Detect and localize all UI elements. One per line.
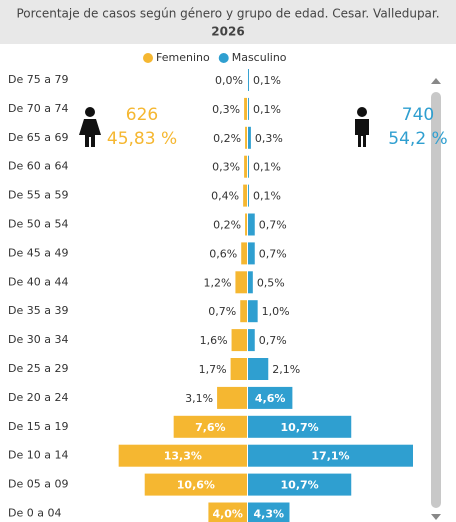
count-label: 626 xyxy=(126,105,158,125)
female-icon xyxy=(79,107,101,147)
category-label: De 25 a 29 xyxy=(8,362,68,375)
legend-label: Femenino xyxy=(156,51,210,64)
value-label: 0,4% xyxy=(211,190,239,203)
scroll-down[interactable] xyxy=(431,514,441,520)
bar xyxy=(248,300,258,323)
value-label: 4,0% xyxy=(212,508,243,521)
bar xyxy=(173,415,247,438)
count-label: 740 xyxy=(402,105,434,125)
bar xyxy=(248,444,413,467)
value-label: 0,2% xyxy=(213,219,241,232)
legend-label: Masculino xyxy=(232,51,287,64)
value-label: 0,2% xyxy=(213,132,241,145)
bar xyxy=(248,473,352,496)
bar xyxy=(230,358,247,380)
category-label: De 35 a 39 xyxy=(8,304,68,317)
bar xyxy=(208,502,247,522)
bar xyxy=(217,386,247,409)
category-label: De 45 a 49 xyxy=(8,246,68,259)
category-label: De 70 a 74 xyxy=(8,102,68,115)
bar xyxy=(245,126,247,149)
bar xyxy=(248,386,293,409)
bar xyxy=(245,213,247,236)
value-label: 10,7% xyxy=(281,479,319,492)
category-label: De 30 a 34 xyxy=(8,333,68,346)
bar xyxy=(244,155,247,178)
value-label: 3,1% xyxy=(185,392,213,405)
value-label: 4,6% xyxy=(255,392,286,405)
chart-title: Porcentaje de casos según género y grupo… xyxy=(16,7,439,21)
category-label: De 0 a 04 xyxy=(8,507,61,520)
category-label: De 15 a 19 xyxy=(8,420,68,433)
value-label: 1,7% xyxy=(199,363,227,376)
value-label: 0,3% xyxy=(212,161,240,174)
value-label: 10,7% xyxy=(281,421,319,434)
category-label: De 65 a 69 xyxy=(8,131,68,144)
bar xyxy=(248,502,290,522)
bar xyxy=(144,473,247,496)
category-label: De 55 a 59 xyxy=(8,189,68,202)
legend-swatch xyxy=(143,53,153,63)
value-label: 1,0% xyxy=(262,305,290,318)
bar xyxy=(248,69,249,91)
male-icon xyxy=(355,107,369,147)
title-band xyxy=(0,0,456,44)
legend-swatch xyxy=(218,53,229,63)
bar xyxy=(248,415,352,438)
value-label: 4,3% xyxy=(253,508,284,521)
value-label: 0,7% xyxy=(259,247,287,260)
value-label: 0,7% xyxy=(259,334,287,347)
category-label: De 50 a 54 xyxy=(8,218,68,231)
category-label: De 05 a 09 xyxy=(8,478,68,491)
value-label: 0,3% xyxy=(255,132,283,145)
category-label: De 60 a 64 xyxy=(8,160,68,173)
value-label: 1,2% xyxy=(203,276,231,289)
value-label: 0,3% xyxy=(212,103,240,116)
value-label: 0,1% xyxy=(253,74,281,87)
bar xyxy=(243,184,247,207)
bar xyxy=(235,271,247,294)
value-label: 0,1% xyxy=(253,190,281,203)
chart-subtitle: 2026 xyxy=(211,25,244,39)
value-label: 0,1% xyxy=(253,161,281,174)
scroll-up[interactable] xyxy=(431,78,441,84)
bar xyxy=(248,213,255,236)
category-label: De 20 a 24 xyxy=(8,391,68,404)
bar xyxy=(244,97,247,120)
category-label: De 40 a 44 xyxy=(8,275,68,288)
category-label: De 75 a 79 xyxy=(8,73,68,86)
value-label: 0,5% xyxy=(257,276,285,289)
bar xyxy=(248,242,255,265)
bar xyxy=(248,358,269,380)
value-label: 0,1% xyxy=(253,103,281,116)
bar xyxy=(248,155,249,178)
value-label: 13,3% xyxy=(164,450,202,463)
bar xyxy=(248,271,253,294)
bar xyxy=(248,126,251,149)
scrollbar[interactable] xyxy=(431,92,441,508)
percent-label: 54,2 % xyxy=(388,129,447,149)
value-label: 0,7% xyxy=(259,219,287,232)
value-label: 17,1% xyxy=(311,450,349,463)
value-label: 0,7% xyxy=(208,305,236,318)
bar xyxy=(248,184,249,207)
value-label: 2,1% xyxy=(272,363,300,376)
bar xyxy=(231,329,247,352)
value-label: 7,6% xyxy=(195,421,226,434)
value-label: 0,6% xyxy=(209,247,237,260)
percent-label: 45,83 % xyxy=(107,129,177,149)
bar xyxy=(248,329,255,352)
category-label: De 10 a 14 xyxy=(8,449,68,462)
bar xyxy=(118,444,248,467)
value-label: 0,0% xyxy=(215,74,243,87)
bar xyxy=(241,242,247,265)
bar xyxy=(240,300,247,323)
value-label: 1,6% xyxy=(200,334,228,347)
value-label: 10,6% xyxy=(177,479,215,492)
bar xyxy=(248,97,249,120)
